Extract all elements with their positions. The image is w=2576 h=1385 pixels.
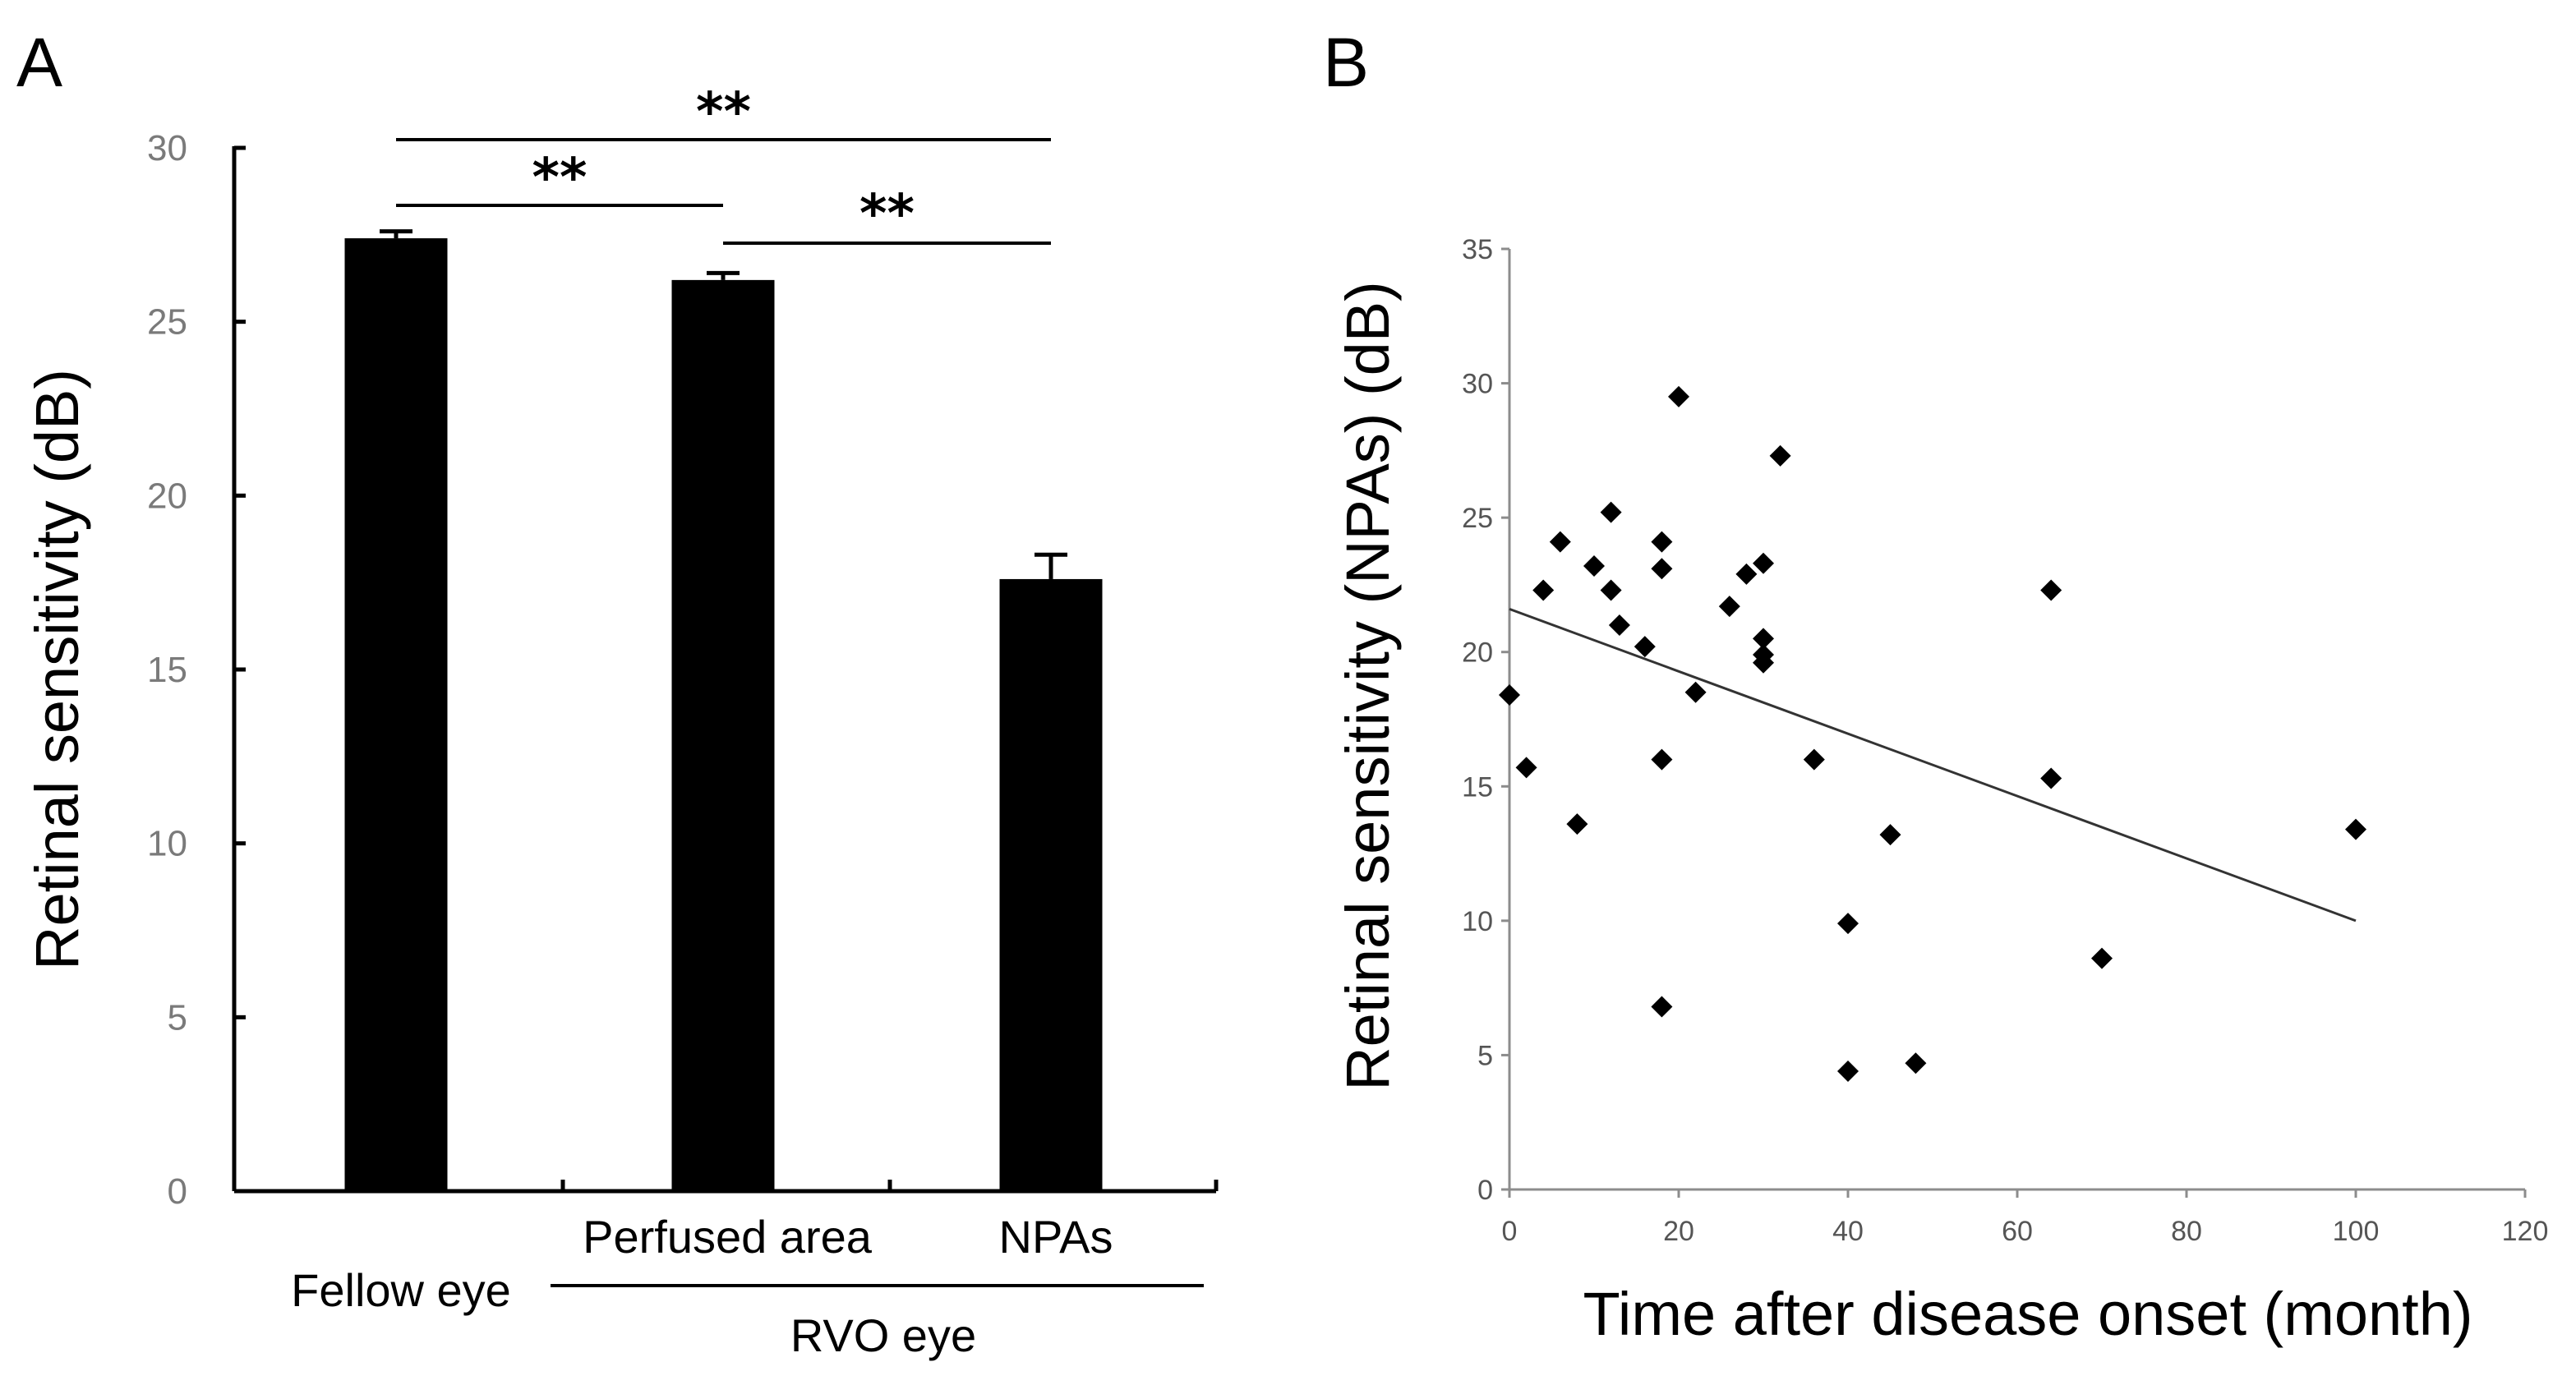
panel-a-category-labels: Fellow eye Perfused area NPAs RVO eye bbox=[291, 1211, 1204, 1361]
panel-a-bars bbox=[344, 229, 1103, 1192]
category-label-1: Perfused area bbox=[583, 1211, 873, 1263]
y-tick-label-20: 20 bbox=[1462, 637, 1493, 669]
scatter-point-0 bbox=[1499, 684, 1520, 706]
scatter-point-19 bbox=[1753, 628, 1774, 650]
scatter-point-25 bbox=[1837, 1061, 1859, 1083]
scatter-point-9 bbox=[1634, 636, 1656, 658]
panel-b-label: B bbox=[1323, 24, 1369, 101]
scatter-point-5 bbox=[1583, 555, 1605, 577]
x-tick-label-120: 120 bbox=[2502, 1216, 2549, 1247]
x-tick-label-60: 60 bbox=[2002, 1216, 2033, 1247]
y-tick-label-5: 5 bbox=[168, 997, 187, 1038]
panel-a-significance: ** ** ** bbox=[396, 82, 1051, 245]
panel-a-bar-chart: A Retinal sensitivity (dB) 051015202530 … bbox=[16, 24, 1219, 1361]
scatter-point-3 bbox=[1549, 531, 1571, 553]
significance-label-2: ** bbox=[859, 184, 915, 245]
y-tick-label-10: 10 bbox=[1462, 906, 1493, 937]
significance-label-1: ** bbox=[696, 82, 751, 143]
scatter-point-22 bbox=[1769, 444, 1791, 467]
scatter-point-13 bbox=[1651, 996, 1673, 1018]
panel-b-y-axis-title: Retinal sensitivity (NPAs) (dB) bbox=[1334, 281, 1402, 1091]
panel-b-trendline bbox=[1509, 607, 2357, 923]
scatter-point-31 bbox=[2345, 818, 2366, 840]
category-label-0: Fellow eye bbox=[291, 1264, 511, 1316]
scatter-point-30 bbox=[2091, 947, 2113, 969]
panel-a-label: A bbox=[16, 24, 62, 101]
bar-0 bbox=[344, 238, 448, 1192]
y-tick-label-0: 0 bbox=[1477, 1175, 1493, 1206]
x-tick-label-20: 20 bbox=[1663, 1216, 1694, 1247]
panel-b-scatter-chart: B Retinal sensitivity (NPAs) (dB) Time a… bbox=[1323, 24, 2548, 1348]
panel-b-x-axis-title: Time after disease onset (month) bbox=[1583, 1280, 2472, 1348]
scatter-point-10 bbox=[1651, 531, 1673, 553]
scatter-point-18 bbox=[1753, 552, 1774, 574]
y-tick-label-10: 10 bbox=[147, 824, 187, 864]
y-tick-label-0: 0 bbox=[168, 1171, 187, 1212]
y-tick-label-20: 20 bbox=[147, 476, 187, 516]
scatter-point-11 bbox=[1651, 558, 1673, 580]
x-tick-label-80: 80 bbox=[2171, 1216, 2202, 1247]
scatter-point-2 bbox=[1532, 579, 1555, 601]
category-label-2: NPAs bbox=[999, 1211, 1113, 1263]
y-tick-label-30: 30 bbox=[1462, 369, 1493, 400]
scatter-point-27 bbox=[1905, 1052, 1927, 1074]
scatter-point-29 bbox=[2040, 767, 2062, 789]
scatter-point-24 bbox=[1837, 913, 1859, 935]
x-tick-label-100: 100 bbox=[2333, 1216, 2380, 1247]
scatter-point-4 bbox=[1566, 813, 1588, 835]
y-tick-label-35: 35 bbox=[1462, 234, 1493, 265]
group-label: RVO eye bbox=[790, 1309, 976, 1361]
scatter-point-28 bbox=[2040, 579, 2062, 601]
scatter-point-21 bbox=[1753, 643, 1774, 665]
scatter-point-12 bbox=[1651, 748, 1673, 771]
panel-b-points bbox=[1499, 385, 2366, 1083]
scatter-point-8 bbox=[1608, 614, 1630, 636]
x-tick-label-40: 40 bbox=[1832, 1216, 1864, 1247]
scatter-point-26 bbox=[1879, 824, 1901, 846]
bar-2 bbox=[999, 578, 1103, 1191]
y-tick-label-30: 30 bbox=[147, 128, 187, 168]
bar-1 bbox=[671, 279, 775, 1191]
x-tick-label-0: 0 bbox=[1502, 1216, 1518, 1247]
scatter-point-16 bbox=[1718, 596, 1740, 618]
scatter-point-14 bbox=[1668, 385, 1689, 407]
scatter-point-17 bbox=[1735, 563, 1758, 585]
y-tick-label-25: 25 bbox=[147, 302, 187, 343]
panel-b-axes: 0 5 10 15 20 25 30 35 0 20 40 60 80 100 120 bbox=[1462, 234, 2548, 1247]
y-tick-label-15: 15 bbox=[1462, 771, 1493, 803]
panel-a-y-axis-title: Retinal sensitivity (dB) bbox=[23, 369, 91, 970]
trendline bbox=[1509, 607, 2357, 923]
y-tick-label-25: 25 bbox=[1462, 503, 1493, 534]
y-tick-label-15: 15 bbox=[147, 650, 187, 690]
significance-label-0: ** bbox=[532, 148, 588, 209]
scatter-point-7 bbox=[1600, 579, 1622, 601]
scatter-point-6 bbox=[1600, 501, 1622, 523]
y-tick-label-5: 5 bbox=[1477, 1040, 1493, 1071]
scatter-point-23 bbox=[1803, 748, 1825, 771]
scatter-point-1 bbox=[1515, 757, 1537, 779]
scatter-point-15 bbox=[1684, 681, 1707, 703]
